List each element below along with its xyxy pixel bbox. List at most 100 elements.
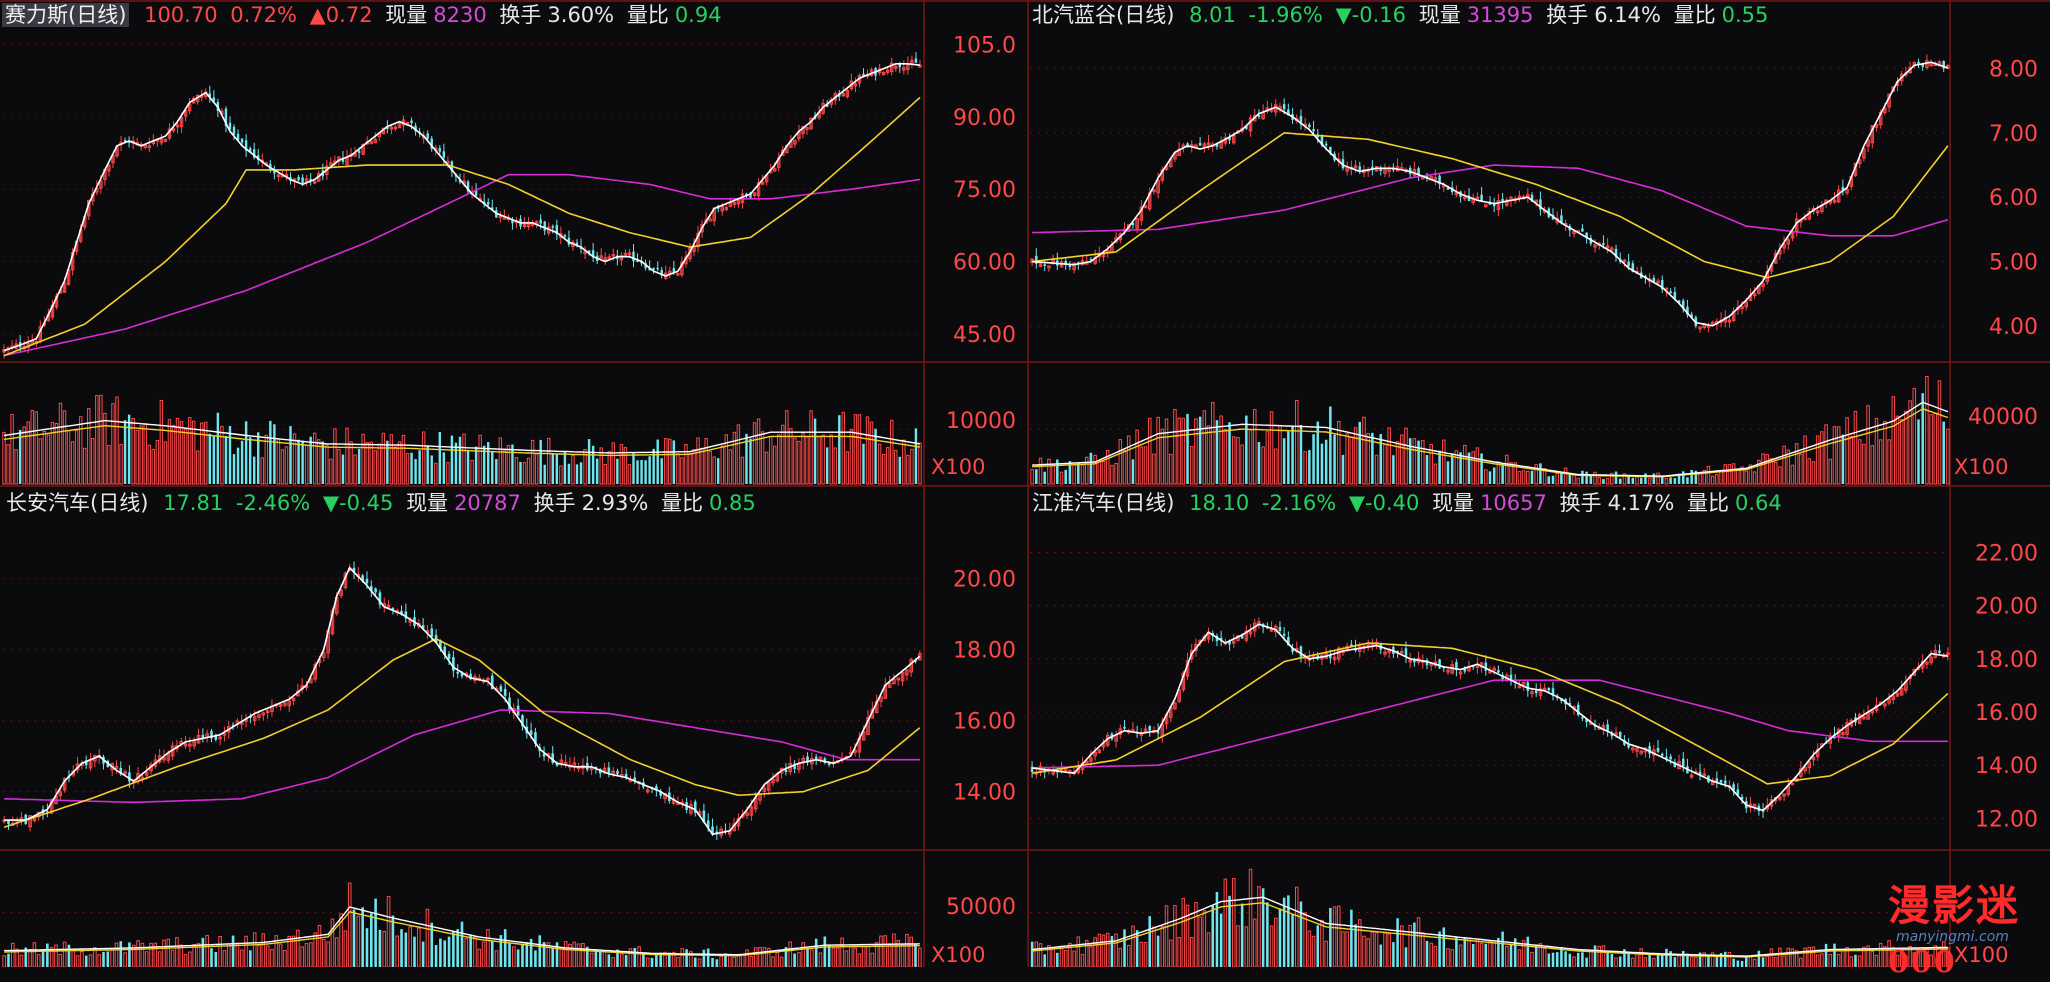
candle-body <box>1815 748 1820 758</box>
candle-body <box>591 250 595 257</box>
candle-body <box>171 128 176 132</box>
volume-bar <box>1681 950 1685 967</box>
volume-bar <box>1101 934 1106 967</box>
volume-bar <box>155 439 160 485</box>
candle-body <box>1496 200 1501 211</box>
volume-bar <box>1421 440 1425 485</box>
candle-body <box>1845 722 1849 735</box>
volume-label: 现量 <box>1432 491 1475 515</box>
candle-body <box>1610 247 1614 251</box>
stock-panel-chart: 8.00 7.00 6.00 5.00 4.00 40000 X100 <box>1030 54 2038 485</box>
volume-bar <box>270 949 274 967</box>
candle-body <box>555 225 559 235</box>
candle <box>1492 665 1496 675</box>
stock-name[interactable]: 江淮汽车(日线) <box>1032 491 1175 515</box>
candle <box>1484 203 1488 208</box>
candle-body <box>706 820 710 828</box>
candle-body <box>905 669 909 676</box>
candle <box>583 246 587 260</box>
volume-bar <box>10 413 14 485</box>
volume-bar <box>339 913 343 967</box>
candle-body <box>1438 175 1441 185</box>
candle-body <box>391 608 395 610</box>
candle-body <box>7 820 10 824</box>
price-tick-label: 75.00 <box>953 178 1016 203</box>
volume-bar <box>1358 421 1362 484</box>
stock-name[interactable]: 北汽蓝谷(日线) <box>1032 3 1175 27</box>
volume-bar <box>151 448 156 485</box>
candle <box>1551 681 1555 701</box>
candle-body <box>890 62 894 73</box>
price-tick-label: 8.00 <box>1989 58 2038 83</box>
candle <box>1379 165 1383 176</box>
stock-name[interactable]: 赛力斯(日线) <box>2 3 130 27</box>
volume-bar <box>1059 471 1064 485</box>
candle-body <box>1622 259 1627 263</box>
volume-bar <box>220 425 224 485</box>
candle <box>1702 768 1707 778</box>
volume-bar <box>640 459 643 484</box>
candle-body <box>329 162 333 166</box>
candle-body <box>128 772 131 782</box>
volume-bar <box>1606 952 1609 967</box>
candle <box>1143 204 1148 209</box>
candle <box>1341 151 1345 171</box>
candle-body <box>1803 766 1807 772</box>
volume-bar <box>1488 941 1492 967</box>
candle-body <box>257 714 261 718</box>
volume-bar <box>1068 461 1072 484</box>
candle-body <box>1660 280 1664 290</box>
volume-bar <box>30 410 34 485</box>
candle <box>447 651 451 666</box>
candle-body <box>603 257 607 261</box>
volume-bar <box>269 420 272 484</box>
volume-bar <box>684 444 688 485</box>
volume-bar <box>1686 953 1689 967</box>
candle-body <box>1332 656 1337 661</box>
candle-body <box>1614 732 1618 736</box>
volume-bar <box>753 947 758 967</box>
candle-body <box>1492 203 1496 207</box>
candle <box>187 98 192 115</box>
candle <box>599 248 603 259</box>
candle <box>1269 621 1274 633</box>
volume-bar <box>652 448 655 484</box>
volume-ratio-label: 量比 <box>1686 491 1729 515</box>
volume-bar <box>862 443 865 484</box>
volume-bar <box>1585 957 1588 967</box>
candle-body <box>711 826 714 835</box>
price-tick-label: 6.00 <box>1989 186 2038 211</box>
candle-body <box>539 219 542 224</box>
stock-name[interactable]: 长安汽车(日线) <box>6 491 149 515</box>
candle-body <box>607 767 611 773</box>
volume-bar <box>1056 459 1059 484</box>
candle-body <box>421 625 425 629</box>
volume-bar <box>212 435 216 484</box>
candle-body <box>1895 692 1900 697</box>
volume-bar <box>14 449 18 485</box>
volume-bar <box>1194 902 1198 967</box>
volume-bar <box>521 944 524 967</box>
volume-bar <box>430 455 433 484</box>
candle-body <box>1929 63 1933 67</box>
volume-bar <box>1446 948 1450 967</box>
volume-bar <box>1454 450 1459 485</box>
candle-body <box>474 189 478 196</box>
candle-body <box>309 178 312 181</box>
candle <box>1585 718 1588 728</box>
volume-bar <box>806 947 809 967</box>
volume-bar <box>555 942 559 967</box>
candle-body <box>1299 646 1303 657</box>
volume-bar <box>365 442 369 485</box>
volume-bar <box>1773 461 1778 485</box>
candle-body <box>1077 262 1080 264</box>
volume-bar <box>74 429 79 485</box>
volume-bar <box>1597 477 1601 485</box>
last-price: 18.10 <box>1189 491 1250 515</box>
candle-body <box>522 224 527 227</box>
volume-bar <box>1219 415 1223 485</box>
volume-bar <box>1329 406 1332 484</box>
volume-bar <box>1287 431 1290 484</box>
volume-bar <box>1815 435 1820 485</box>
volume-bar <box>309 942 313 967</box>
